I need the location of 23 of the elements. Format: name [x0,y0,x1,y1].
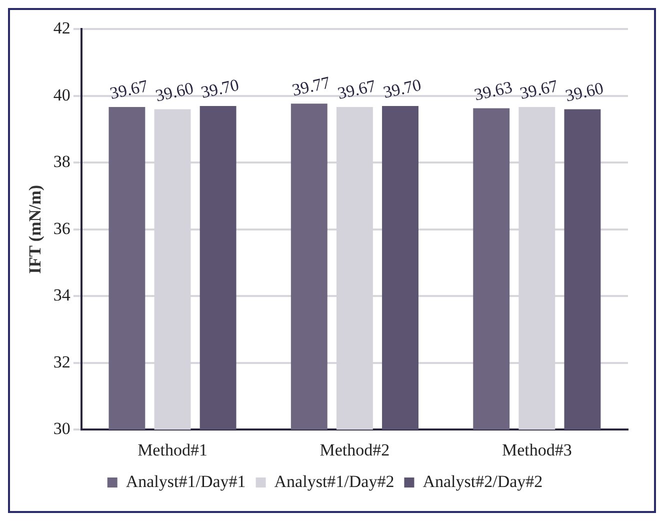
y-tick-label: 30 [53,419,70,438]
data-label: 39.77 [290,72,332,100]
data-label: 39.63 [472,78,514,104]
legend-label: Analyst#1/Day#2 [274,472,394,491]
y-tick-label: 34 [53,286,71,305]
data-label: 39.67 [108,76,150,104]
data-label: 39.70 [381,75,423,102]
legend-label: Analyst#2/Day#2 [422,472,543,491]
y-tick-label: 38 [53,152,70,172]
x-tick-label: Method#2 [320,440,390,460]
y-tick-label: 32 [53,352,70,372]
x-tick-label: Method#1 [138,440,208,460]
data-label: 39.70 [199,75,241,102]
x-tick-label: Method#3 [502,440,572,460]
data-label: 39.67 [518,76,560,104]
y-tick-label: 42 [53,18,70,38]
y-tick-label: 40 [53,85,70,104]
y-tick-label: 36 [53,218,70,238]
legend-label: Analyst#1/Day#1 [126,472,246,491]
data-label: 39.60 [564,78,606,106]
y-axis-title: IFT (mN/m) [26,184,45,274]
data-label: 39.67 [336,76,378,104]
data-label: 39.60 [154,78,196,106]
